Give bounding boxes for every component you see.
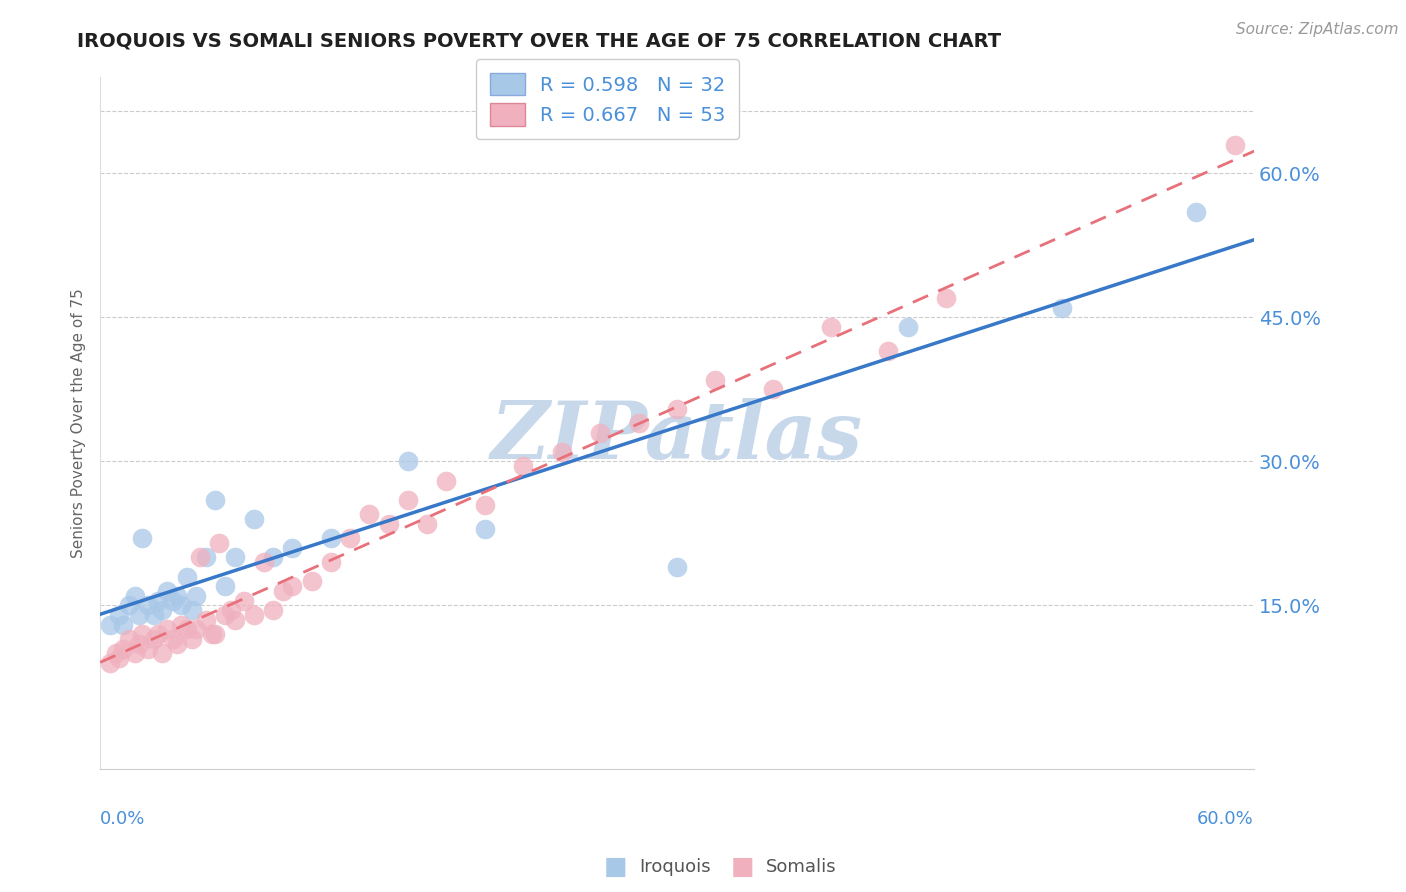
Point (935, 291, 957, 305)
Point (262, 550, 284, 565)
Point (1223, 137, 1246, 152)
Point (704, 373, 727, 387)
Point (233, 593, 256, 607)
Point (128, 608, 150, 623)
Text: 60.0%: 60.0% (1197, 810, 1254, 828)
Point (271, 584, 294, 599)
Point (136, 641, 159, 656)
Point (186, 589, 208, 603)
Point (150, 647, 173, 661)
Point (243, 608, 266, 623)
Point (143, 608, 166, 623)
Point (181, 603, 204, 617)
Point (319, 555, 342, 569)
Point (416, 516, 439, 531)
Point (359, 508, 381, 522)
Point (98, 617, 121, 632)
Text: Source: ZipAtlas.com: Source: ZipAtlas.com (1236, 22, 1399, 37)
Point (252, 555, 274, 569)
Point (124, 589, 146, 603)
Point (204, 492, 226, 507)
Point (188, 550, 211, 565)
Point (181, 632, 204, 646)
Legend: R = 0.598   N = 32, R = 0.667   N = 53: R = 0.598 N = 32, R = 0.667 N = 53 (477, 60, 740, 139)
Point (108, 651, 131, 665)
Point (396, 454, 419, 468)
Point (146, 593, 169, 607)
Point (820, 320, 842, 334)
Point (186, 623, 208, 637)
Point (136, 599, 159, 613)
Point (131, 627, 153, 641)
Point (131, 531, 153, 545)
Point (665, 560, 688, 574)
Point (377, 516, 399, 531)
Point (301, 574, 323, 589)
Point (281, 541, 304, 555)
Point (166, 589, 188, 603)
Point (224, 613, 246, 627)
Point (214, 608, 236, 623)
Point (434, 474, 457, 488)
Point (156, 623, 179, 637)
Point (281, 579, 304, 593)
Point (156, 584, 179, 599)
Point (104, 647, 127, 661)
Point (214, 579, 236, 593)
Text: ■: ■ (605, 855, 627, 879)
Point (201, 627, 224, 641)
Point (474, 522, 496, 536)
Point (262, 603, 284, 617)
Point (166, 637, 188, 651)
Point (224, 550, 246, 565)
Point (112, 617, 135, 632)
Point (512, 459, 534, 474)
Point (162, 593, 184, 607)
Point (170, 599, 193, 613)
Point (897, 320, 920, 334)
Point (474, 498, 496, 512)
Point (146, 627, 169, 641)
Point (194, 613, 217, 627)
Point (396, 492, 419, 507)
Point (243, 512, 266, 526)
Point (319, 531, 342, 545)
Point (112, 641, 135, 656)
Text: Iroquois: Iroquois (640, 858, 711, 876)
Point (550, 445, 572, 459)
Text: Somalis: Somalis (766, 858, 837, 876)
Point (128, 637, 150, 651)
Point (176, 623, 198, 637)
Point (150, 603, 173, 617)
Point (877, 344, 900, 359)
Point (627, 416, 650, 430)
Point (194, 550, 217, 565)
Point (118, 599, 141, 613)
Point (339, 531, 361, 545)
Text: 0.0%: 0.0% (100, 810, 145, 828)
Point (108, 608, 131, 623)
Point (589, 425, 612, 440)
Point (208, 536, 231, 550)
Y-axis label: Seniors Poverty Over the Age of 75: Seniors Poverty Over the Age of 75 (72, 288, 86, 558)
Text: IROQUOIS VS SOMALI SENIORS POVERTY OVER THE AGE OF 75 CORRELATION CHART: IROQUOIS VS SOMALI SENIORS POVERTY OVER … (77, 31, 1001, 50)
Point (143, 632, 166, 646)
Text: ZIPatlas: ZIPatlas (491, 398, 863, 475)
Point (1185, 204, 1208, 219)
Point (118, 632, 141, 646)
Point (176, 570, 198, 584)
Point (1050, 301, 1073, 315)
Text: ■: ■ (731, 855, 754, 879)
Point (98, 656, 121, 670)
Point (665, 401, 688, 416)
Point (219, 603, 242, 617)
Point (124, 647, 146, 661)
Point (204, 627, 226, 641)
Point (762, 383, 785, 397)
Point (170, 617, 193, 632)
Point (162, 632, 184, 646)
